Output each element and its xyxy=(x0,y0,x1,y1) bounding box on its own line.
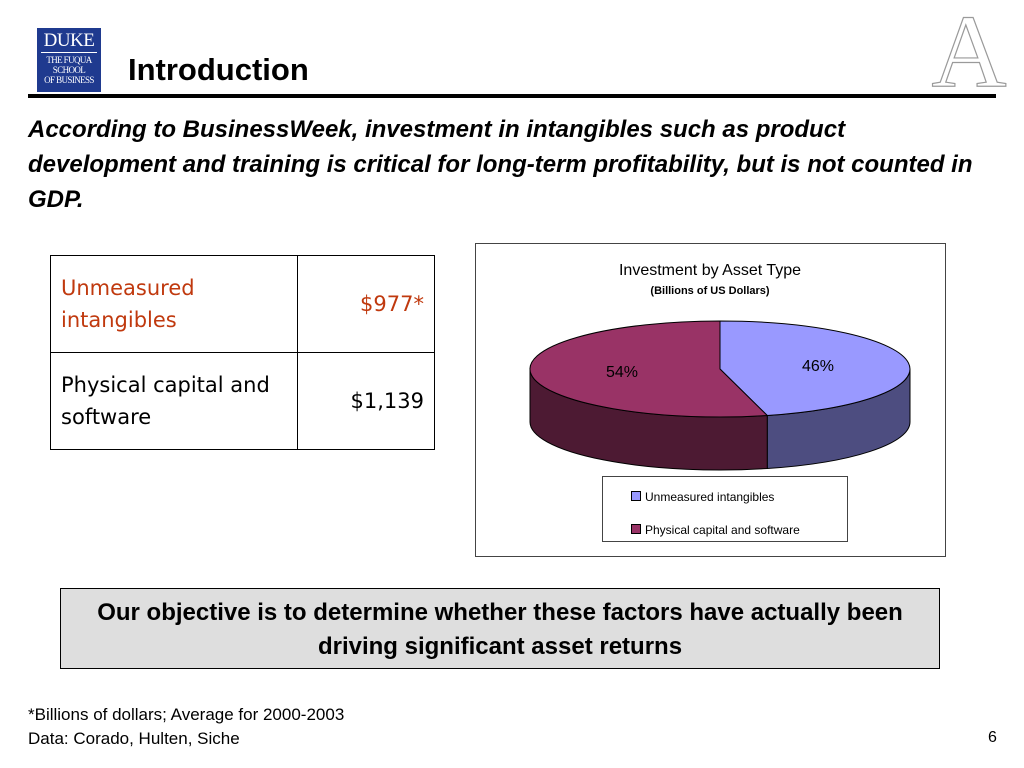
logo-rule xyxy=(41,52,97,53)
footnote: *Billions of dollars; Average for 2000-2… xyxy=(28,703,344,751)
page-number: 6 xyxy=(988,729,997,746)
logo-line-2: THE FUQUA xyxy=(46,55,92,65)
pie-chart-frame: Investment by Asset Type (Billions of US… xyxy=(475,243,946,557)
duke-fuqua-logo: DUKE THE FUQUA SCHOOL OF BUSINESS xyxy=(37,28,101,92)
table-cell-value: $977* xyxy=(297,255,435,353)
footnote-line: *Billions of dollars; Average for 2000-2… xyxy=(28,705,345,724)
legend-swatch xyxy=(631,524,641,534)
pie-data-label-1: 54% xyxy=(606,364,638,381)
monogram-letter: A xyxy=(931,0,1006,94)
table-row-physical: Physical capital and software $1,139 xyxy=(50,352,435,450)
objective-box: Our objective is to determine whether th… xyxy=(60,588,940,669)
logo-line-3: SCHOOL xyxy=(52,65,86,75)
chart-subtitle: (Billions of US Dollars) xyxy=(650,285,770,297)
logo-duke-text: DUKE xyxy=(43,30,95,51)
table-cell-value: $1,139 xyxy=(297,352,435,450)
asset-table: Unmeasured intangibles $977* Physical ca… xyxy=(50,255,435,450)
pie-slice-0 xyxy=(719,320,911,417)
legend-entry-unmeasured: Unmeasured intangibles xyxy=(631,490,774,504)
logo-line-4: OF BUSINESS xyxy=(44,75,94,85)
footnote-line: Data: Corado, Hulten, Siche xyxy=(28,729,240,748)
table-cell-label: Physical capital and software xyxy=(50,352,298,450)
legend-entry-physical: Physical capital and software xyxy=(631,523,800,537)
chart-legend: Unmeasured intangibles Physical capital … xyxy=(602,476,848,542)
legend-label: Unmeasured intangibles xyxy=(645,490,775,504)
legend-label: Physical capital and software xyxy=(645,523,800,537)
title-divider xyxy=(28,94,996,98)
legend-swatch xyxy=(631,491,641,501)
fuqua-a-monogram-icon: A xyxy=(931,0,1007,94)
pie-data-label-0: 46% xyxy=(802,358,834,375)
table-cell-label: Unmeasured intangibles xyxy=(50,255,298,353)
pie-slice-1 xyxy=(529,320,769,418)
page-title: Introduction xyxy=(128,52,309,87)
pie-chart: Investment by Asset Type (Billions of US… xyxy=(529,262,911,471)
table-row-unmeasured: Unmeasured intangibles $977* xyxy=(50,255,435,353)
chart-title: Investment by Asset Type xyxy=(619,262,801,279)
intro-text: According to BusinessWeek, investment in… xyxy=(28,116,973,213)
